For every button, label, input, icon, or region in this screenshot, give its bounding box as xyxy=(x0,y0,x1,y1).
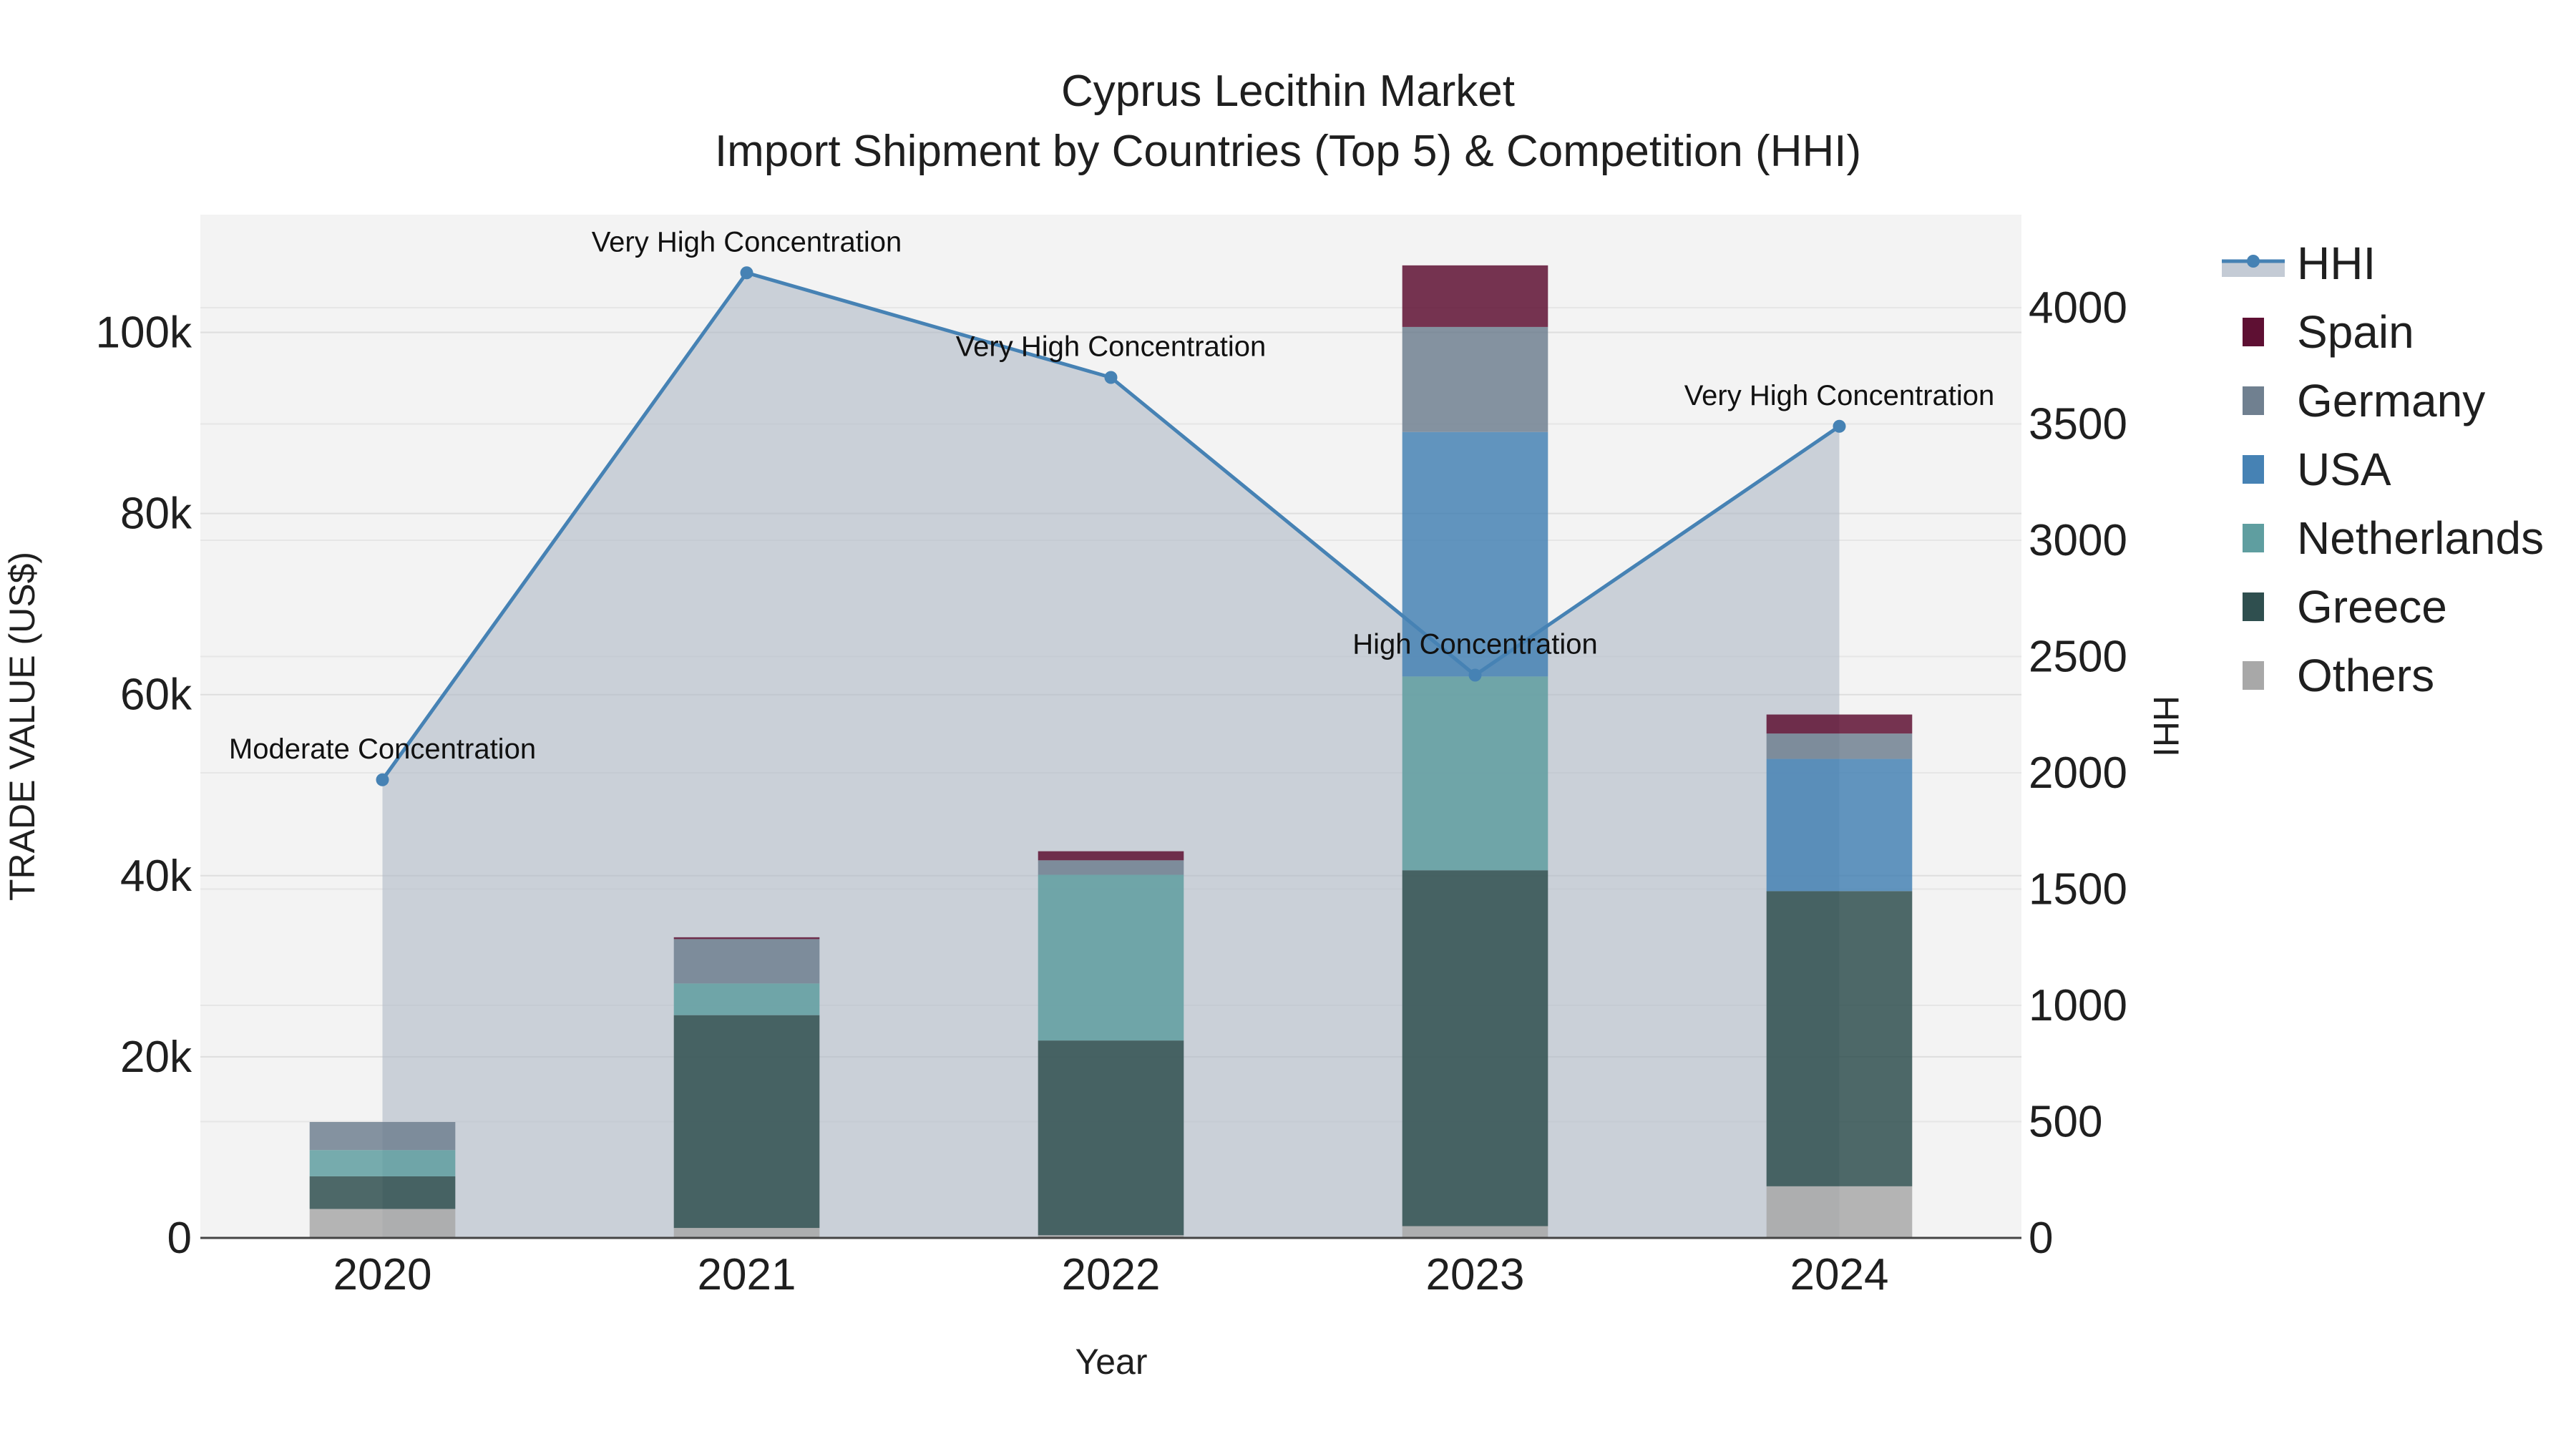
hhi-point-2021 xyxy=(740,266,753,280)
y-tick-label: 20k xyxy=(120,1033,192,1082)
y2-tick-label: 0 xyxy=(2029,1214,2053,1263)
bar-germany-2020 xyxy=(309,1122,456,1151)
legend-swatch-netherlands xyxy=(2243,524,2264,552)
chart-subtitle: Import Shipment by Countries (Top 5) & C… xyxy=(715,127,1861,176)
y2-tick-label: 3000 xyxy=(2029,516,2127,565)
y2-tick-label: 2000 xyxy=(2029,748,2127,798)
bar-others-2023 xyxy=(1402,1226,1548,1238)
y2-axis-title: HHI xyxy=(2146,696,2186,757)
bar-netherlands-2021 xyxy=(673,983,820,1015)
hhi-annotation-2021: Very High Concentration xyxy=(592,226,902,258)
bar-germany-2023 xyxy=(1402,326,1548,432)
bar-others-2021 xyxy=(673,1228,820,1238)
legend-label-hhi: HHI xyxy=(2297,238,2376,289)
bar-netherlands-2022 xyxy=(1038,874,1184,1041)
bar-greece-2020 xyxy=(309,1176,456,1209)
legend-swatch-germany xyxy=(2243,386,2264,415)
bar-spain-2021 xyxy=(673,937,820,940)
bar-spain-2024 xyxy=(1766,714,1913,734)
legend-label-usa: USA xyxy=(2297,444,2391,495)
y-tick-label: 80k xyxy=(120,489,192,539)
hhi-annotation-2022: Very High Concentration xyxy=(956,331,1267,363)
legend-label-spain: Spain xyxy=(2297,306,2414,358)
hhi-annotation-2020: Moderate Concentration xyxy=(229,733,536,765)
y-tick-label: 40k xyxy=(120,852,192,901)
x-tick-label: 2023 xyxy=(1426,1250,1525,1299)
y2-tick-label: 3500 xyxy=(2029,400,2127,449)
legend-swatch-spain xyxy=(2243,318,2264,346)
legend-label-others: Others xyxy=(2297,650,2434,701)
legend-swatch-greece xyxy=(2243,592,2264,621)
bar-greece-2024 xyxy=(1766,891,1913,1186)
hhi-annotation-2024: Very High Concentration xyxy=(1684,380,1995,411)
legend-label-greece: Greece xyxy=(2297,581,2447,633)
bar-greece-2023 xyxy=(1402,870,1548,1226)
x-tick-label: 2021 xyxy=(698,1250,796,1299)
hhi-point-2022 xyxy=(1104,371,1118,384)
legend-label-germany: Germany xyxy=(2297,375,2485,426)
hhi-point-2023 xyxy=(1468,668,1482,682)
y2-tick-label: 1000 xyxy=(2029,981,2127,1030)
bar-germany-2022 xyxy=(1038,860,1184,875)
x-tick-label: 2020 xyxy=(333,1250,432,1299)
bar-greece-2021 xyxy=(673,1015,820,1229)
hhi-point-2024 xyxy=(1833,419,1846,433)
hhi-annotation-2023: High Concentration xyxy=(1352,629,1597,660)
bar-others-2020 xyxy=(309,1209,456,1238)
bar-others-2024 xyxy=(1766,1186,1913,1238)
bar-netherlands-2023 xyxy=(1402,676,1548,871)
legend-swatch-hhi-marker xyxy=(2247,255,2260,268)
x-tick-label: 2024 xyxy=(1790,1250,1889,1299)
bar-greece-2022 xyxy=(1038,1040,1184,1236)
y-tick-label: 60k xyxy=(120,670,192,720)
hhi-point-2020 xyxy=(376,773,389,786)
legend-swatch-usa xyxy=(2243,455,2264,484)
bar-spain-2023 xyxy=(1402,265,1548,327)
bar-germany-2024 xyxy=(1766,733,1913,759)
y-tick-label: 100k xyxy=(96,308,192,358)
bar-others-2022 xyxy=(1038,1235,1184,1238)
y2-tick-label: 4000 xyxy=(2029,283,2127,333)
y-axis-title: TRADE VALUE (US$) xyxy=(2,552,42,901)
x-tick-label: 2022 xyxy=(1062,1250,1161,1299)
legend-swatch-hhi-area xyxy=(2222,261,2285,277)
x-axis-title: Year xyxy=(1075,1342,1147,1382)
legend-label-netherlands: Netherlands xyxy=(2297,512,2544,564)
bar-spain-2022 xyxy=(1038,851,1184,861)
legend-swatch-others xyxy=(2243,661,2264,690)
bar-usa-2024 xyxy=(1766,758,1913,892)
y-tick-label: 0 xyxy=(167,1214,192,1263)
bar-netherlands-2020 xyxy=(309,1150,456,1176)
y2-tick-label: 2500 xyxy=(2029,633,2127,682)
y2-tick-label: 1500 xyxy=(2029,865,2127,914)
y2-tick-label: 500 xyxy=(2029,1098,2102,1147)
bar-germany-2021 xyxy=(673,939,820,984)
chart-title: Cyprus Lecithin Market xyxy=(1061,67,1515,116)
